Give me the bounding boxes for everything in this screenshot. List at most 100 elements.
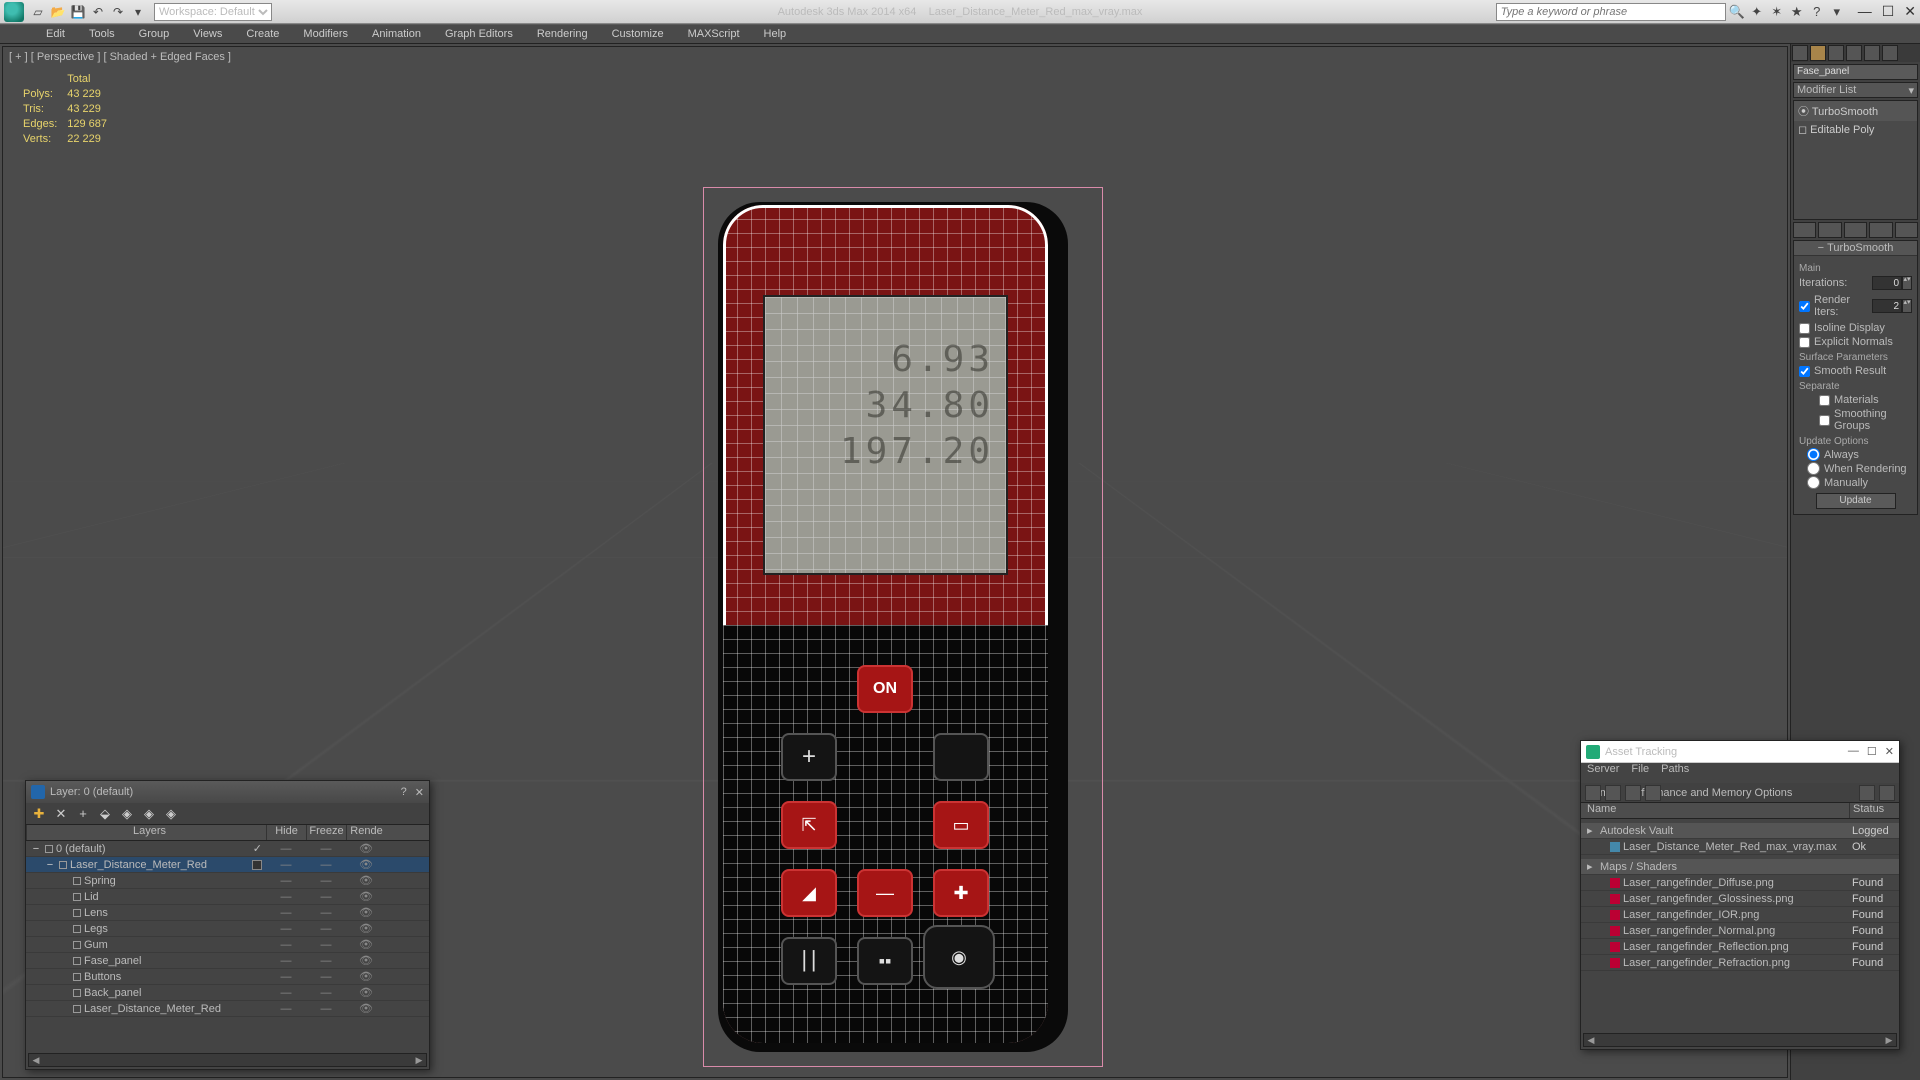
maximize-icon[interactable]: ☐ [1867,745,1877,758]
manually-radio[interactable] [1807,476,1820,489]
stack-item[interactable]: ⦿ TurboSmooth [1794,101,1917,121]
help-icon[interactable]: ? [401,786,407,799]
search-input[interactable] [1496,3,1726,21]
menu-animation[interactable]: Animation [360,28,433,40]
layer-row[interactable]: Gum——👁 [26,937,429,953]
asset-row[interactable]: Laser_Distance_Meter_Red_max_vray.maxOk [1581,839,1899,855]
menu-modifiers[interactable]: Modifiers [291,28,360,40]
layer-row[interactable]: Fase_panel——👁 [26,953,429,969]
close-icon[interactable]: ✕ [415,786,424,799]
unique-icon[interactable] [1844,222,1867,238]
layer-row[interactable]: Lens——👁 [26,905,429,921]
utilities-tab-icon[interactable] [1882,45,1898,61]
favorites-icon[interactable]: ★ [1788,3,1806,21]
close-icon[interactable]: ✕ [1885,745,1894,758]
configure-icon[interactable] [1895,222,1918,238]
search-icon[interactable]: 🔍 [1728,3,1746,21]
show-end-icon[interactable] [1818,222,1841,238]
asset-tracking-dialog[interactable]: Asset Tracking —☐✕ ServerFilePathsBitmap… [1580,740,1900,1050]
iterations-spinner[interactable]: ▴▾ [1872,276,1912,290]
comm-center-icon[interactable]: ✦ [1748,3,1766,21]
highlight-icon[interactable]: ◈ [119,806,135,822]
link-icon[interactable]: ▾ [129,3,147,21]
layer-row[interactable]: −Laser_Distance_Meter_Red——👁 [26,857,429,873]
select-layer-icon[interactable]: ⬙ [97,806,113,822]
exchange-icon[interactable]: ✶ [1768,3,1786,21]
asset-menu-item[interactable]: Server [1587,763,1619,775]
asset-row[interactable]: Laser_rangefinder_Glossiness.pngFound [1581,891,1899,907]
modifier-stack[interactable]: ⦿ TurboSmooth◻ Editable Poly [1793,100,1918,220]
layer-row[interactable]: Lid——👁 [26,889,429,905]
model-body[interactable]: 6.9334.80197.20 ON + ⇱ ▭ ◢ — ✚ ⎮⎮ ▪▪ ◉ [723,205,1048,1043]
layer-row[interactable]: Laser_Distance_Meter_Red——👁 [26,1001,429,1017]
workspace-selector[interactable]: Workspace: Default [154,3,272,21]
rollout-title[interactable]: − TurboSmooth [1794,241,1917,256]
view-icon[interactable] [1605,785,1621,801]
menu-group[interactable]: Group [127,28,182,40]
explicit-normals-checkbox[interactable] [1799,337,1810,348]
when-rendering-radio[interactable] [1807,462,1820,475]
asset-scrollbar[interactable]: ◀▶ [1583,1033,1897,1047]
opts1-icon[interactable] [1859,785,1875,801]
opts2-icon[interactable] [1879,785,1895,801]
asset-row[interactable]: Laser_rangefinder_Diffuse.pngFound [1581,875,1899,891]
modify-tab-icon[interactable] [1810,45,1826,61]
hide-icon[interactable]: ◈ [141,806,157,822]
tree-icon[interactable] [1625,785,1641,801]
new-icon[interactable]: ▱ [29,3,47,21]
layer-row[interactable]: Buttons——👁 [26,969,429,985]
new-layer-icon[interactable]: ✚ [31,806,47,822]
menu-customize[interactable]: Customize [600,28,676,40]
isoline-checkbox[interactable] [1799,323,1810,334]
open-icon[interactable]: 📂 [49,3,67,21]
refresh-icon[interactable] [1585,785,1601,801]
menu-create[interactable]: Create [234,28,291,40]
asset-row[interactable]: Laser_rangefinder_Refraction.pngFound [1581,955,1899,971]
hierarchy-tab-icon[interactable] [1828,45,1844,61]
layer-row[interactable]: Back_panel——👁 [26,985,429,1001]
asset-menu-item[interactable]: Paths [1661,763,1689,775]
asset-row[interactable]: ▸Autodesk VaultLogged [1581,823,1899,839]
display-tab-icon[interactable] [1864,45,1880,61]
remove-icon[interactable] [1869,222,1892,238]
menu-views[interactable]: Views [181,28,234,40]
always-radio[interactable] [1807,448,1820,461]
minimize-icon[interactable]: — [1848,745,1859,758]
smooth-result-checkbox[interactable] [1799,366,1810,377]
layer-row[interactable]: −0 (default)✓——👁 [26,841,429,857]
stack-item[interactable]: ◻ Editable Poly [1794,121,1917,138]
object-name-field[interactable]: Fase_panel [1793,64,1918,80]
asset-row[interactable]: ▸Maps / Shaders [1581,859,1899,875]
layer-scrollbar[interactable]: ◀▶ [28,1053,427,1067]
render-iters-checkbox[interactable] [1799,301,1810,312]
redo-icon[interactable]: ↷ [109,3,127,21]
menu-maxscript[interactable]: MAXScript [676,28,752,40]
save-icon[interactable]: 💾 [69,3,87,21]
add-to-layer-icon[interactable]: + [75,806,91,822]
asset-row[interactable]: Laser_rangefinder_Reflection.pngFound [1581,939,1899,955]
menu-rendering[interactable]: Rendering [525,28,600,40]
viewport-label[interactable]: [ + ] [ Perspective ] [ Shaded + Edged F… [9,51,231,63]
close-button[interactable]: ✕ [1904,3,1916,20]
asset-row[interactable]: Laser_rangefinder_IOR.pngFound [1581,907,1899,923]
layer-dialog[interactable]: Layer: 0 (default) ?✕ ✚ ✕ + ⬙ ◈ ◈ ◈ Laye… [25,780,430,1070]
layer-dialog-title[interactable]: Layer: 0 (default) ?✕ [26,781,429,803]
materials-checkbox[interactable] [1819,395,1830,406]
asset-dialog-title[interactable]: Asset Tracking —☐✕ [1581,741,1899,763]
help-icon[interactable]: ? [1808,3,1826,21]
asset-row[interactable]: Laser_rangefinder_Normal.pngFound [1581,923,1899,939]
render-iters-spinner[interactable]: ▴▾ [1872,299,1912,313]
command-panel-tabs[interactable] [1791,44,1920,62]
pin-stack-icon[interactable] [1793,222,1816,238]
smgroups-checkbox[interactable] [1819,415,1830,426]
freeze-icon[interactable]: ◈ [163,806,179,822]
menu-edit[interactable]: Edit [34,28,77,40]
minimize-button[interactable]: — [1858,3,1872,20]
update-button[interactable]: Update [1816,493,1896,509]
list-icon[interactable] [1645,785,1661,801]
asset-menu-item[interactable]: File [1631,763,1649,775]
create-tab-icon[interactable] [1792,45,1808,61]
modifier-list-dropdown[interactable]: Modifier List▾ [1793,82,1918,98]
delete-layer-icon[interactable]: ✕ [53,806,69,822]
menu-help[interactable]: Help [752,28,799,40]
